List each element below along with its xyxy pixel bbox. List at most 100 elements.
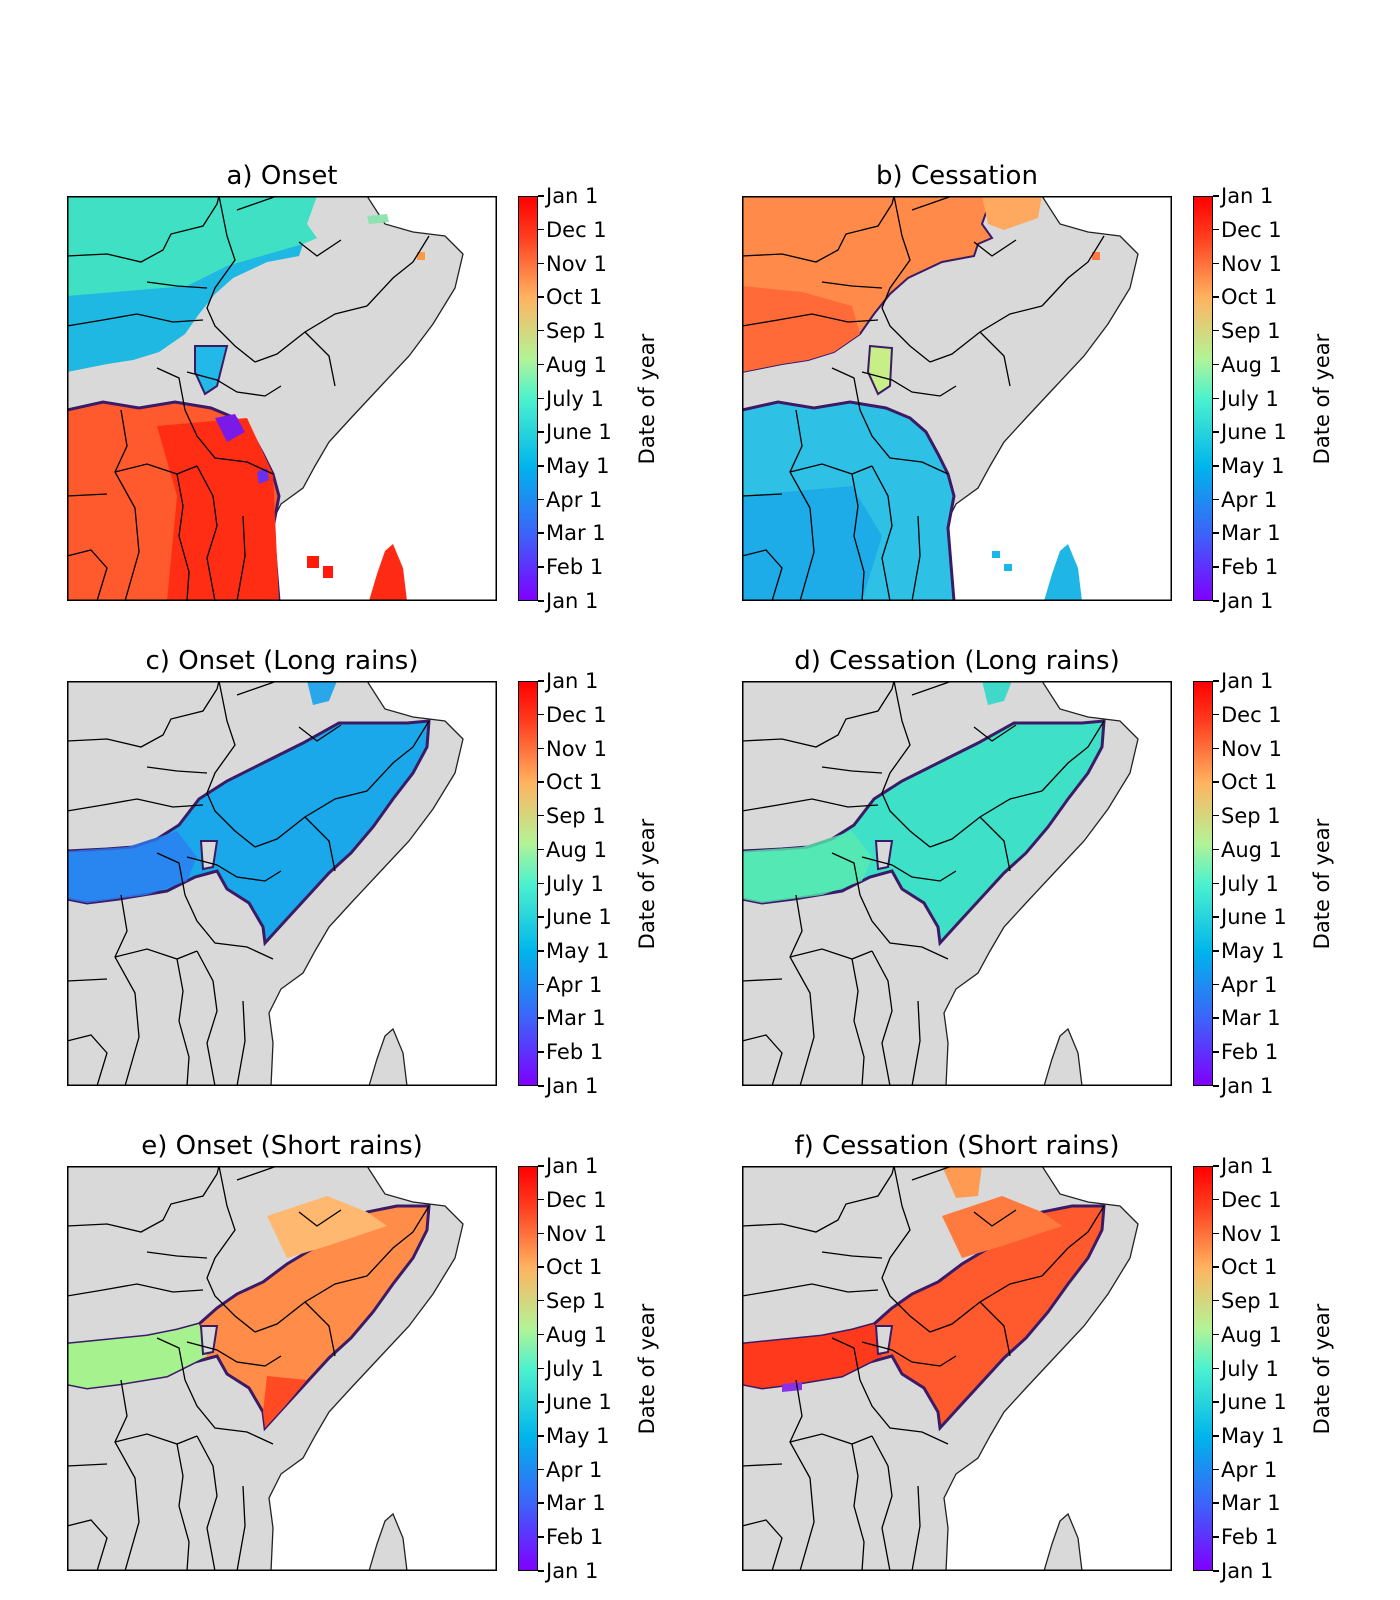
- colorbar-label: Date of year: [1310, 333, 1334, 464]
- map-onset-short-rains: [67, 1166, 497, 1571]
- colorbar-tick: Sep 1: [1213, 319, 1303, 343]
- colorbar-tick: Aug 1: [538, 1323, 628, 1347]
- colorbar-tick: Aug 1: [1213, 353, 1303, 377]
- colorbar-tick: June 1: [538, 905, 628, 929]
- colorbar-tick: Oct 1: [538, 1255, 628, 1279]
- colorbar-tick: Dec 1: [538, 218, 628, 242]
- colorbar-tick: Sep 1: [538, 1289, 628, 1313]
- colorbar-tick: July 1: [538, 387, 628, 411]
- colorbar-tick: Dec 1: [538, 703, 628, 727]
- colorbar-tick: Sep 1: [538, 319, 628, 343]
- map-onset-long-rains: [67, 681, 497, 1086]
- colorbar: [1193, 1166, 1213, 1571]
- colorbar-tick: Apr 1: [1213, 488, 1303, 512]
- colorbar-tick: Aug 1: [1213, 1323, 1303, 1347]
- map-cessation: [742, 196, 1172, 601]
- panel-d: d) Cessation (Long rains) Jan 1 Feb 1 Ma…: [742, 645, 1392, 1105]
- colorbar-tick: Mar 1: [538, 1491, 628, 1515]
- colorbar: [518, 196, 538, 601]
- colorbar: [1193, 681, 1213, 1086]
- colorbar-tick: Jan 1: [1213, 1154, 1303, 1178]
- colorbar-tick: Feb 1: [1213, 555, 1303, 579]
- colorbar-tick: May 1: [1213, 454, 1303, 478]
- colorbar-tick: Oct 1: [1213, 285, 1303, 309]
- colorbar: [518, 681, 538, 1086]
- colorbar-tick: Apr 1: [538, 973, 628, 997]
- panel-title: e) Onset (Short rains): [141, 1131, 423, 1161]
- colorbar-tick: Feb 1: [538, 555, 628, 579]
- panel-title: b) Cessation: [876, 161, 1038, 191]
- colorbar-tick: Nov 1: [538, 737, 628, 761]
- colorbar-tick: Feb 1: [538, 1040, 628, 1064]
- colorbar-tick: Mar 1: [538, 521, 628, 545]
- colorbar-tick: Jan 1: [538, 669, 628, 693]
- colorbar-tick: July 1: [1213, 387, 1303, 411]
- colorbar-label: Date of year: [635, 333, 659, 464]
- colorbar-tick: June 1: [538, 420, 628, 444]
- colorbar-tick: Feb 1: [1213, 1040, 1303, 1064]
- colorbar-tick: Oct 1: [538, 770, 628, 794]
- colorbar-tick: June 1: [1213, 905, 1303, 929]
- colorbar-tick: Sep 1: [1213, 804, 1303, 828]
- colorbar-tick: Jan 1: [538, 1074, 628, 1098]
- colorbar-tick: Mar 1: [1213, 1006, 1303, 1030]
- colorbar-tick: May 1: [538, 454, 628, 478]
- colorbar-tick: July 1: [538, 1357, 628, 1381]
- panel-e: e) Onset (Short rains) Jan 1 Feb 1 Mar 1…: [67, 1130, 717, 1590]
- colorbar-tick: Nov 1: [538, 1222, 628, 1246]
- colorbar-tick: Jan 1: [538, 1154, 628, 1178]
- panel-f: f) Cessation (Short rains) Jan 1 Feb 1 M…: [742, 1130, 1392, 1590]
- colorbar-tick: May 1: [538, 939, 628, 963]
- colorbar-tick: Aug 1: [538, 353, 628, 377]
- colorbar-label: Date of year: [635, 818, 659, 949]
- panel-title: d) Cessation (Long rains): [794, 646, 1120, 676]
- colorbar-tick: Jan 1: [538, 184, 628, 208]
- colorbar-tick: Nov 1: [538, 252, 628, 276]
- colorbar-tick: May 1: [538, 1424, 628, 1448]
- colorbar: [518, 1166, 538, 1571]
- colorbar-tick: Mar 1: [1213, 1491, 1303, 1515]
- panel-a: a) Onset Jan 1 Feb 1 Mar 1 Apr 1 May 1 J…: [67, 160, 717, 620]
- colorbar-ticks: Jan 1 Feb 1 Mar 1 Apr 1 May 1 June 1 Jul…: [538, 1154, 628, 1583]
- colorbar-label: Date of year: [1310, 1303, 1334, 1434]
- colorbar-tick: Nov 1: [1213, 252, 1303, 276]
- colorbar-tick: Jan 1: [1213, 669, 1303, 693]
- panel-title: c) Onset (Long rains): [145, 646, 419, 676]
- colorbar-label: Date of year: [1310, 818, 1334, 949]
- colorbar-tick: Apr 1: [1213, 1458, 1303, 1482]
- colorbar-tick: Nov 1: [1213, 1222, 1303, 1246]
- colorbar-tick: July 1: [538, 872, 628, 896]
- panel-b: b) Cessation Jan 1 Feb 1 Mar 1 Apr 1 May…: [742, 160, 1392, 620]
- colorbar-tick: Jan 1: [538, 589, 628, 613]
- colorbar-tick: Dec 1: [1213, 703, 1303, 727]
- colorbar-tick: Oct 1: [538, 285, 628, 309]
- colorbar-tick: Dec 1: [1213, 218, 1303, 242]
- colorbar-tick: Feb 1: [1213, 1525, 1303, 1549]
- panel-title: f) Cessation (Short rains): [794, 1131, 1120, 1161]
- panel-title: a) Onset: [226, 161, 338, 191]
- colorbar-label: Date of year: [635, 1303, 659, 1434]
- colorbar-tick: Nov 1: [1213, 737, 1303, 761]
- colorbar-tick: May 1: [1213, 939, 1303, 963]
- colorbar-tick: Dec 1: [538, 1188, 628, 1212]
- colorbar-tick: July 1: [1213, 1357, 1303, 1381]
- colorbar-tick: Feb 1: [538, 1525, 628, 1549]
- colorbar-tick: June 1: [538, 1390, 628, 1414]
- colorbar-tick: June 1: [1213, 420, 1303, 444]
- colorbar-tick: Jan 1: [1213, 589, 1303, 613]
- colorbar-ticks: Jan 1 Feb 1 Mar 1 Apr 1 May 1 June 1 Jul…: [538, 669, 628, 1098]
- colorbar-ticks: Jan 1 Feb 1 Mar 1 Apr 1 May 1 June 1 Jul…: [1213, 184, 1303, 613]
- colorbar-tick: Jan 1: [1213, 1074, 1303, 1098]
- colorbar-tick: Oct 1: [1213, 1255, 1303, 1279]
- colorbar-ticks: Jan 1 Feb 1 Mar 1 Apr 1 May 1 June 1 Jul…: [1213, 669, 1303, 1098]
- colorbar-tick: Apr 1: [1213, 973, 1303, 997]
- colorbar-tick: May 1: [1213, 1424, 1303, 1448]
- map-cessation-short-rains: [742, 1166, 1172, 1571]
- colorbar-tick: Aug 1: [1213, 838, 1303, 862]
- colorbar-ticks: Jan 1 Feb 1 Mar 1 Apr 1 May 1 June 1 Jul…: [538, 184, 628, 613]
- colorbar-tick: June 1: [1213, 1390, 1303, 1414]
- colorbar-tick: Oct 1: [1213, 770, 1303, 794]
- colorbar-tick: Mar 1: [1213, 521, 1303, 545]
- colorbar-tick: July 1: [1213, 872, 1303, 896]
- colorbar-tick: Sep 1: [1213, 1289, 1303, 1313]
